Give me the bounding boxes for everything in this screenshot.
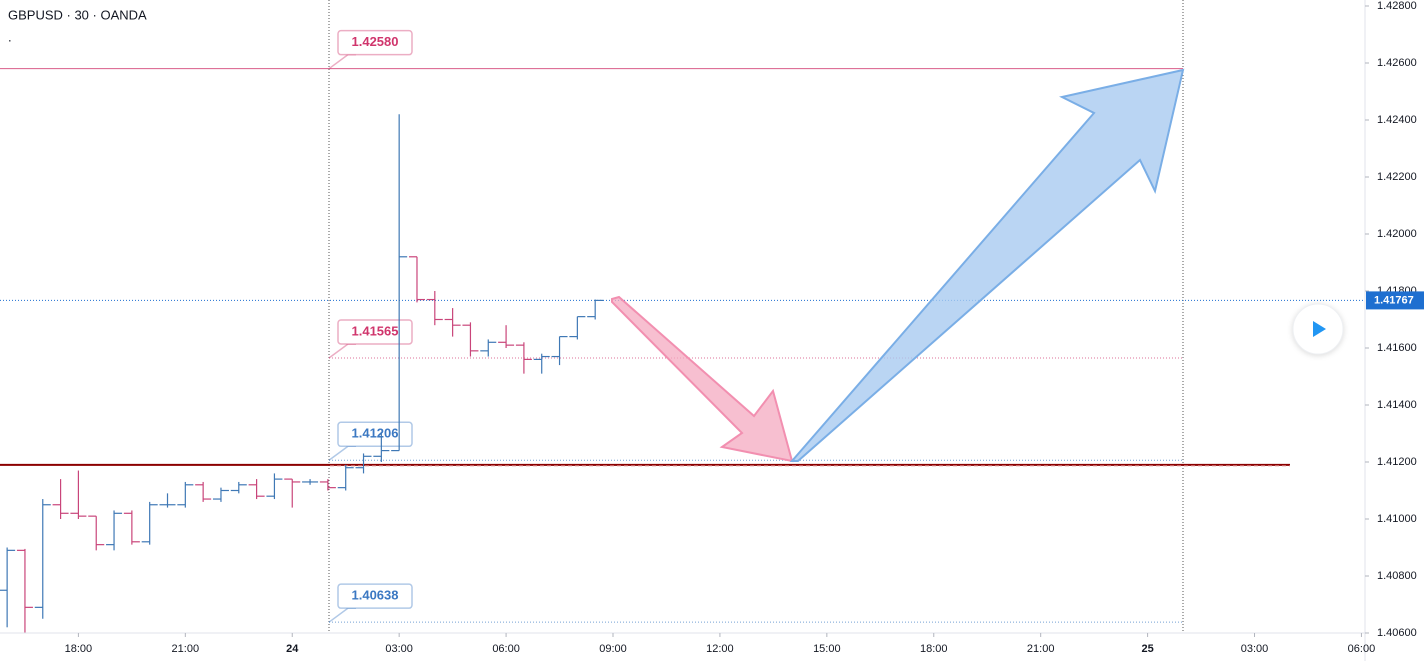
chart-title: GBPUSD · 30 · OANDA [8,7,147,22]
x-tick-label: 18:00 [65,643,93,655]
axes: 1.428001.426001.424001.422001.420001.418… [65,0,1424,655]
x-tick-label: 06:00 [1348,643,1376,655]
x-tick-label: 24 [286,643,299,655]
play-icon[interactable] [1313,321,1326,337]
callout-pointer [328,607,356,623]
bars [0,114,604,633]
callout-label: 1.41206 [352,426,399,441]
y-tick-label: 1.41400 [1377,399,1417,411]
y-tick-label: 1.42800 [1377,0,1417,12]
up-arrow [789,68,1185,462]
x-tick-label: 12:00 [706,643,734,655]
callout-pointer [328,53,356,70]
x-tick-label: 15:00 [813,643,841,655]
last-price-label: 1.41767 [1374,294,1414,306]
callout-label: 1.40638 [352,588,399,603]
y-tick-label: 1.41000 [1377,513,1417,525]
x-tick-label: 09:00 [599,643,627,655]
callout-label: 1.42580 [352,34,399,49]
y-tick-label: 1.42000 [1377,228,1417,240]
y-tick-label: 1.41600 [1377,342,1417,354]
last-price-box [1366,291,1424,310]
x-tick-label: 25 [1141,643,1153,655]
down-arrow [611,295,794,463]
y-tick-label: 1.40600 [1377,627,1417,639]
y-tick-label: 1.42600 [1377,57,1417,69]
callout-box [337,421,413,448]
y-tick-label: 1.40800 [1377,570,1417,582]
x-tick-label: 06:00 [492,643,520,655]
callout-box [337,319,413,345]
x-tick-label: 21:00 [1027,643,1055,655]
y-tick-label: 1.42400 [1377,114,1417,126]
levels: 1.42580 1.41565 1.41206 1.40638 [0,29,1365,623]
x-tick-label: 18:00 [920,643,948,655]
y-tick-label: 1.42200 [1377,171,1417,183]
play-button[interactable] [1292,303,1344,355]
callout-pointer [328,445,356,461]
callout-box [337,583,413,609]
x-tick-label: 21:00 [172,643,200,655]
callout-label: 1.41565 [352,323,399,338]
x-tick-label: 03:00 [385,643,413,655]
callout-box [337,29,413,56]
y-tick-label: 1.41200 [1377,456,1417,468]
x-tick-label: 03:00 [1241,643,1269,655]
chart-subtitle: . [8,29,12,44]
callout-pointer [328,343,356,359]
